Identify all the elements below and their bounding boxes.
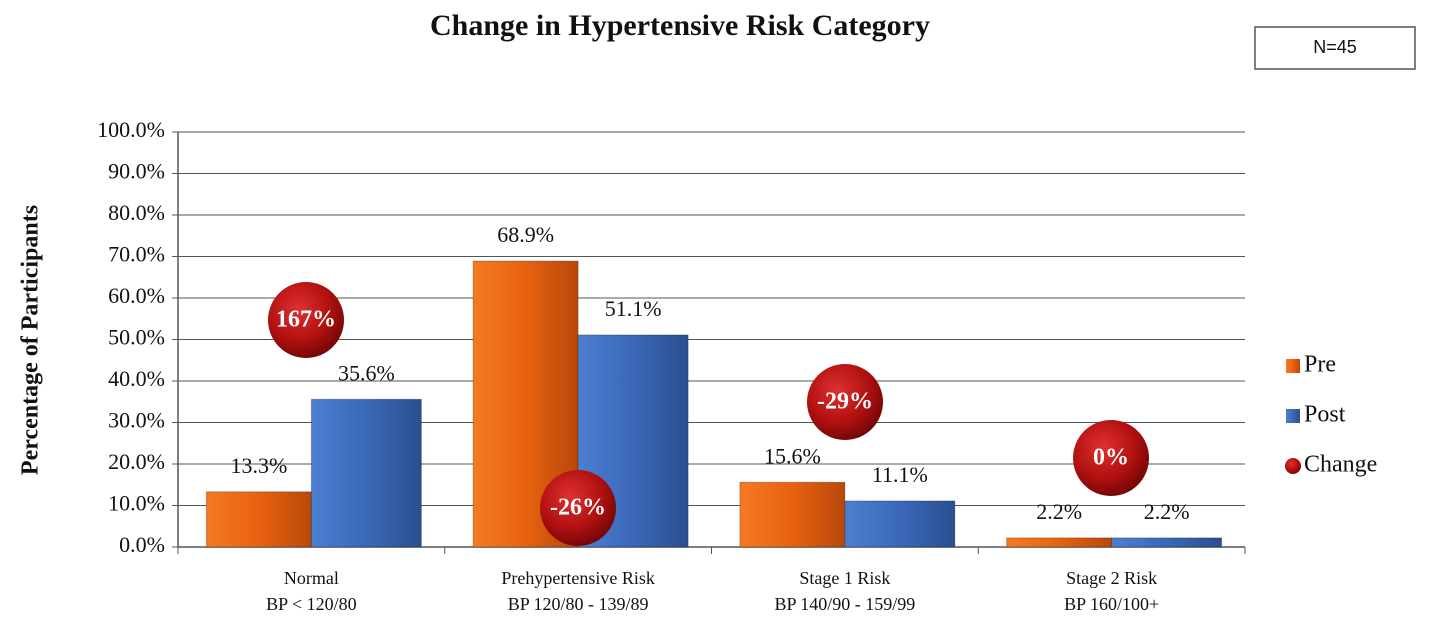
data-label: 68.9% <box>497 222 554 247</box>
y-axis-label: Percentage of Participants <box>18 205 44 475</box>
change-bubble <box>540 470 616 546</box>
data-label: 2.2% <box>1144 499 1190 524</box>
data-label: 13.3% <box>230 453 287 478</box>
legend-label: Pre <box>1304 352 1336 378</box>
y-tick-label: 40.0% <box>108 366 165 391</box>
x-tick-label: Stage 1 Risk <box>799 568 890 588</box>
legend-label: Post <box>1304 402 1346 428</box>
x-tick-sublabel: BP 120/80 - 139/89 <box>508 594 649 614</box>
change-bubble <box>807 364 883 440</box>
bar <box>1006 537 1113 548</box>
change-label: -29% <box>817 389 873 415</box>
change-bubble <box>268 282 344 358</box>
legend-swatch <box>1286 359 1300 373</box>
change-label: -26% <box>550 495 606 521</box>
note-box <box>1254 26 1416 70</box>
change-label: 167% <box>276 307 336 333</box>
x-tick-sublabel: BP 160/100+ <box>1064 594 1159 614</box>
bar <box>739 481 846 548</box>
data-label: 35.6% <box>338 360 395 385</box>
y-tick-label: 80.0% <box>108 200 165 225</box>
bar <box>310 398 422 548</box>
data-label: 2.2% <box>1036 499 1082 524</box>
note: N=45 <box>1313 37 1357 57</box>
y-tick-label: 20.0% <box>108 449 165 474</box>
x-tick-label: Prehypertensive Risk <box>501 568 654 588</box>
data-label: 15.6% <box>764 443 821 468</box>
y-tick-label: 70.0% <box>108 242 165 267</box>
legend-swatch <box>1285 458 1301 474</box>
x-tick-sublabel: BP 140/90 - 159/99 <box>774 594 915 614</box>
data-label: 51.1% <box>605 296 662 321</box>
legend-swatch <box>1286 409 1300 423</box>
y-tick-label: 60.0% <box>108 283 165 308</box>
legend-label: Change <box>1304 452 1377 478</box>
y-tick-label: 30.0% <box>108 408 165 433</box>
chart-title: Change in Hypertensive Risk Category <box>430 9 930 42</box>
bar <box>844 500 956 548</box>
y-tick-label: 0.0% <box>119 532 165 557</box>
y-tick-label: 100.0% <box>97 117 165 142</box>
change-label: 0% <box>1093 445 1129 471</box>
change-bubble <box>1073 420 1149 496</box>
x-tick-sublabel: BP < 120/80 <box>266 594 357 614</box>
y-tick-label: 90.0% <box>108 159 165 184</box>
y-tick-label: 50.0% <box>108 325 165 350</box>
x-tick-label: Normal <box>284 568 339 588</box>
x-tick-label: Stage 2 Risk <box>1066 568 1157 588</box>
bar <box>205 491 312 548</box>
bar <box>1111 537 1223 548</box>
data-label: 11.1% <box>872 462 928 487</box>
y-tick-label: 10.0% <box>108 491 165 516</box>
